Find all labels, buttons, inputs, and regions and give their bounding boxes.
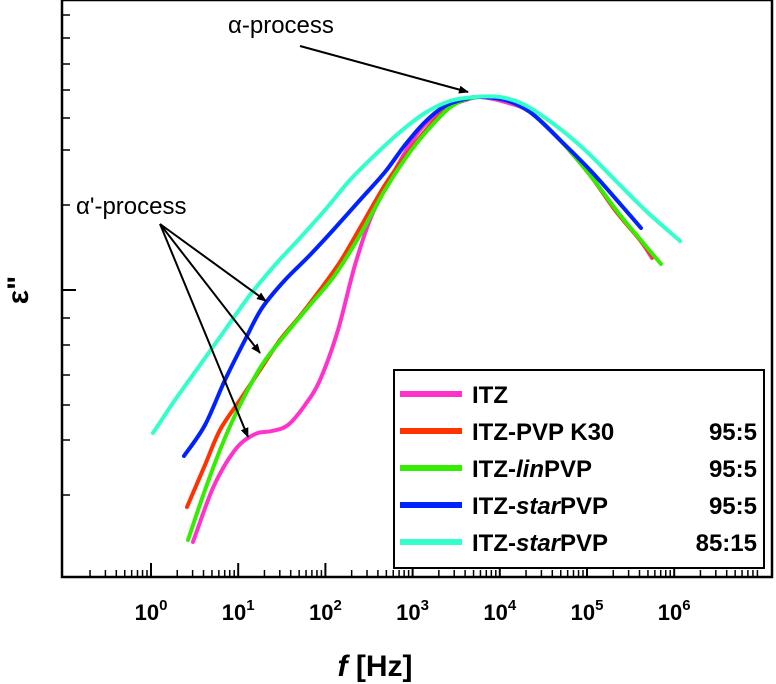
- alpha-prime-arrow-2: [159, 223, 261, 354]
- series-line: [186, 94, 663, 542]
- x-tick-label-base: 10: [135, 600, 159, 625]
- x-tick-label: 100: [135, 597, 168, 625]
- alpha-prime-arrow-3: [159, 223, 249, 438]
- x-tick-label-exponent: 1: [246, 597, 254, 614]
- legend-label-part: ITZ: [472, 382, 508, 409]
- x-tick-label: 106: [658, 597, 691, 625]
- legend-label-part: PVP: [560, 493, 608, 520]
- x-tick-label-base: 10: [483, 600, 507, 625]
- legend-label: ITZ-PVP K30: [472, 419, 614, 446]
- x-axis-label-unit: [Hz]: [348, 650, 413, 683]
- alpha-process-annotation: α-process: [228, 12, 469, 94]
- x-tick-label-base: 10: [571, 600, 595, 625]
- legend-label-part: lin: [516, 456, 544, 483]
- x-tick-label-exponent: 2: [333, 597, 341, 614]
- x-tick-label-base: 10: [396, 600, 420, 625]
- legend-label-part: ITZ-: [472, 530, 516, 557]
- y-axis-label: ε": [2, 276, 35, 304]
- legend-ratio: 95:5: [709, 456, 757, 483]
- x-tick-label: 101: [222, 597, 255, 625]
- series-line: [182, 94, 643, 458]
- x-tick-label-base: 10: [309, 600, 333, 625]
- x-axis-ticks: [89, 563, 759, 577]
- x-tick-label-exponent: 4: [508, 597, 517, 614]
- x-tick-label: 102: [309, 597, 342, 625]
- x-tick-label-exponent: 3: [421, 597, 429, 614]
- legend-label-part: ITZ-PVP K30: [472, 419, 614, 446]
- plot-frame: [60, 0, 774, 579]
- x-axis-label: f [Hz]: [338, 650, 413, 683]
- x-tick-label-exponent: 5: [595, 597, 603, 614]
- legend-label-part: ITZ-: [472, 493, 516, 520]
- legend-label-part: PVP: [544, 456, 592, 483]
- legend-label: ITZ-starPVP: [472, 493, 608, 520]
- x-axis-tick-labels: 100 101 102 103 104 105 106: [135, 597, 691, 625]
- alpha-prime-process-annotation: α'-process: [76, 193, 267, 438]
- x-tick-label: 105: [571, 597, 604, 625]
- legend-label-part: star: [516, 530, 562, 557]
- legend-label: ITZ: [472, 382, 508, 409]
- x-tick-label: 103: [396, 597, 429, 625]
- x-axis-label-variable: f: [338, 650, 351, 683]
- x-tick-label-exponent: 0: [159, 597, 167, 614]
- legend-ratio: 95:5: [709, 419, 757, 446]
- alpha-process-label: α-process: [228, 12, 334, 39]
- x-tick-label-base: 10: [658, 600, 682, 625]
- legend-label: ITZ-starPVP: [472, 530, 608, 557]
- alpha-prime-process-label: α'-process: [76, 193, 186, 220]
- alpha-process-arrow: [299, 45, 469, 94]
- alpha-prime-arrow-1: [159, 223, 267, 302]
- legend-label-part: ITZ-: [472, 456, 516, 483]
- legend-label: ITZ-linPVP: [472, 456, 592, 483]
- x-tick-label-base: 10: [222, 600, 246, 625]
- legend-ratio: 95:5: [709, 493, 757, 520]
- x-tick-label: 104: [483, 597, 516, 625]
- legend-label-part: PVP: [560, 530, 608, 557]
- y-axis-ticks: [62, 14, 76, 496]
- x-tick-label-exponent: 6: [682, 597, 690, 614]
- legend-ratio: 85:15: [696, 530, 757, 557]
- series-lines: [151, 94, 682, 544]
- legend-label-part: star: [516, 493, 562, 520]
- series-line: [151, 94, 682, 435]
